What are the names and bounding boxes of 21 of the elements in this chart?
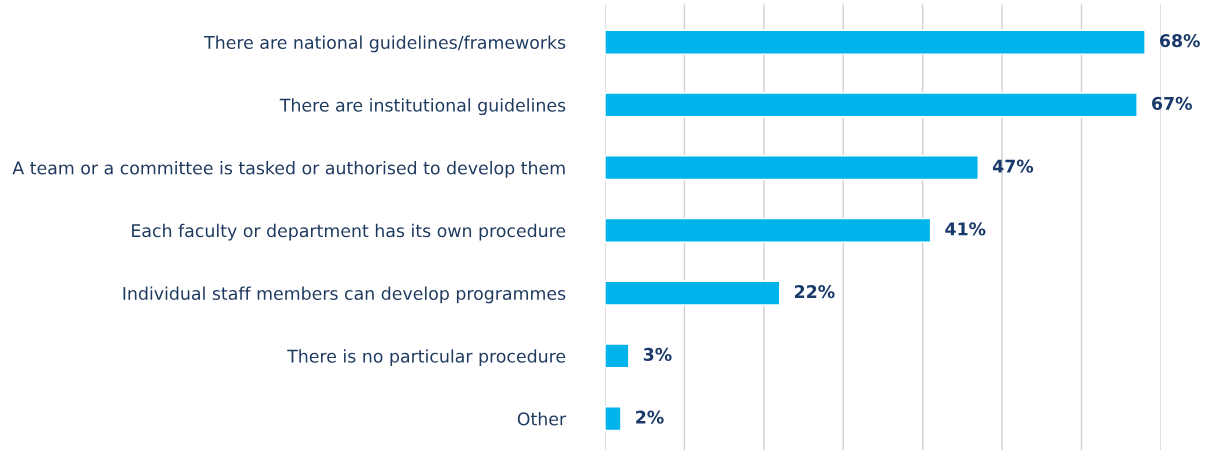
y-tick-label: Each faculty or department has its own procedure <box>132 223 566 241</box>
y-tick-label: There is no particular procedure <box>287 349 566 367</box>
y-tick-label: Individual staff members can develop programmes <box>123 286 566 304</box>
bar <box>605 29 1146 55</box>
data-label: 2% <box>636 410 664 424</box>
data-label: 22% <box>794 285 835 299</box>
data-label: 67% <box>1152 96 1192 110</box>
bar <box>605 155 979 181</box>
data-label: 41% <box>945 222 986 236</box>
y-tick-label: A team or a committee is tasked or authorised to develop them <box>12 161 565 178</box>
y-tick-label: There are national guidelines/frameworks <box>204 35 566 53</box>
bar <box>605 406 622 432</box>
bar <box>605 343 630 369</box>
bar <box>605 280 781 306</box>
data-label: 68% <box>1159 34 1200 48</box>
bar <box>605 217 932 244</box>
y-tick-label: Other <box>517 412 567 426</box>
bar <box>605 92 1138 118</box>
data-label: 3% <box>643 347 672 361</box>
data-label: 47% <box>992 159 1034 173</box>
y-tick-label: There are institutional guidelines <box>279 98 566 116</box>
